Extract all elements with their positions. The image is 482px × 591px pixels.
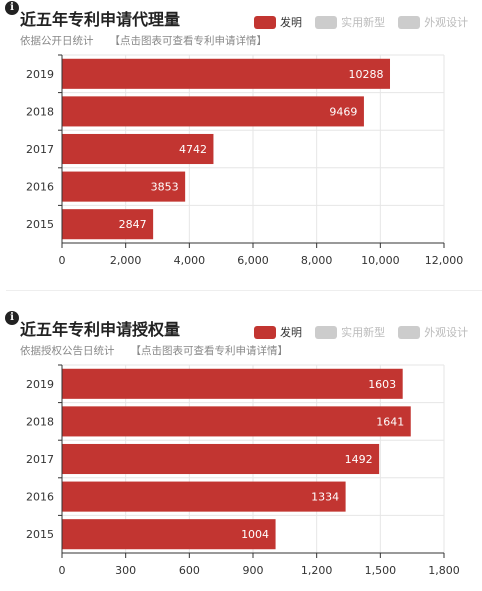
subtitle-text: 依据公开日统计 — [20, 35, 94, 47]
y-tick-label: 2016 — [26, 181, 54, 194]
legend: 发明 实用新型 外观设计 — [254, 324, 476, 340]
y-tick-label: 2016 — [26, 491, 54, 504]
info-icon[interactable]: i — [5, 311, 19, 325]
x-tick-label: 8,000 — [301, 254, 333, 267]
bar — [62, 58, 391, 89]
bar — [62, 171, 186, 202]
bar — [62, 406, 411, 437]
data-label: 2847 — [119, 218, 147, 231]
legend-swatch — [254, 15, 276, 29]
x-tick-label: 0 — [59, 254, 66, 267]
y-tick-label: 2017 — [26, 143, 54, 156]
bar — [62, 519, 276, 550]
data-label: 1334 — [311, 491, 339, 504]
data-label: 1641 — [376, 415, 404, 428]
detail-hint[interactable]: 【点击图表可查看专利申请详情】 — [109, 35, 268, 47]
y-tick-label: 2015 — [26, 218, 54, 231]
data-label: 1603 — [368, 378, 396, 391]
legend-swatch — [315, 15, 338, 29]
legend-swatch — [398, 325, 421, 339]
legend-item-utility-model[interactable]: 实用新型 — [315, 324, 385, 340]
x-tick-label: 0 — [59, 564, 66, 577]
legend-label: 实用新型 — [341, 326, 386, 339]
legend-label: 发明 — [280, 16, 302, 29]
x-tick-label: 1,500 — [365, 564, 397, 577]
data-label: 4742 — [179, 143, 207, 156]
legend-item-design[interactable]: 外观设计 — [398, 324, 468, 340]
chart-subtitle: 依据授权公告日统计 【点击图表可查看专利申请详情】 — [20, 343, 288, 358]
legend-swatch — [315, 325, 338, 339]
y-tick-label: 2018 — [26, 415, 54, 428]
data-label: 1492 — [345, 453, 373, 466]
data-label: 9469 — [329, 105, 357, 118]
data-label: 3853 — [151, 181, 179, 194]
info-icon[interactable]: i — [5, 1, 19, 15]
bar — [62, 133, 214, 165]
legend-item-design[interactable]: 外观设计 — [398, 14, 468, 30]
x-tick-label: 10,000 — [361, 254, 400, 267]
bar-chart-grants[interactable]: 2019 2018 2017 2016 2015 1603 1641 1492 1334 1004… — [0, 360, 482, 588]
x-tick-label: 300 — [115, 564, 136, 577]
y-tick-label: 2017 — [26, 453, 54, 466]
divider — [6, 290, 482, 291]
x-tick-label: 1,800 — [428, 564, 460, 577]
legend-item-invention[interactable]: 发明 — [254, 14, 302, 30]
y-tick-label: 2018 — [26, 105, 54, 118]
chart-title: 近五年专利申请授权量 — [20, 320, 181, 339]
bar — [62, 443, 380, 475]
x-tick-label: 6,000 — [237, 254, 269, 267]
x-tick-label: 1,200 — [301, 564, 333, 577]
grant-volume-panel: i 近五年专利申请授权量 依据授权公告日统计 【点击图表可查看专利申请详情】 发明… — [0, 310, 482, 591]
bar — [62, 481, 346, 512]
x-tick-label: 4,000 — [174, 254, 206, 267]
x-tick-label: 600 — [179, 564, 200, 577]
legend-swatch — [398, 15, 421, 29]
bar-chart-agency[interactable]: 2019 2018 2017 2016 2015 10288 9469 4742 3853 284… — [0, 50, 482, 278]
legend-item-utility-model[interactable]: 实用新型 — [315, 14, 385, 30]
bar — [62, 96, 364, 127]
y-tick-label: 2015 — [26, 528, 54, 541]
x-tick-label: 12,000 — [425, 254, 464, 267]
legend: 发明 实用新型 外观设计 — [254, 14, 476, 30]
subtitle-text: 依据授权公告日统计 — [20, 345, 115, 357]
agency-volume-panel: i 近五年专利申请代理量 依据公开日统计 【点击图表可查看专利申请详情】 发明 实… — [0, 0, 482, 290]
legend-item-invention[interactable]: 发明 — [254, 324, 302, 340]
x-tick-label: 900 — [243, 564, 264, 577]
legend-swatch — [254, 325, 276, 339]
bar — [62, 209, 154, 240]
data-label: 10288 — [349, 68, 384, 81]
data-label: 1004 — [241, 528, 269, 541]
detail-hint[interactable]: 【点击图表可查看专利申请详情】 — [130, 345, 289, 357]
bar — [62, 368, 403, 399]
y-tick-label: 2019 — [26, 68, 54, 81]
legend-label: 外观设计 — [424, 326, 469, 339]
legend-label: 发明 — [280, 326, 302, 339]
chart-subtitle: 依据公开日统计 【点击图表可查看专利申请详情】 — [20, 33, 267, 48]
legend-label: 实用新型 — [341, 16, 386, 29]
legend-label: 外观设计 — [424, 16, 469, 29]
chart-title: 近五年专利申请代理量 — [20, 10, 181, 29]
y-tick-label: 2019 — [26, 378, 54, 391]
x-tick-label: 2,000 — [110, 254, 142, 267]
